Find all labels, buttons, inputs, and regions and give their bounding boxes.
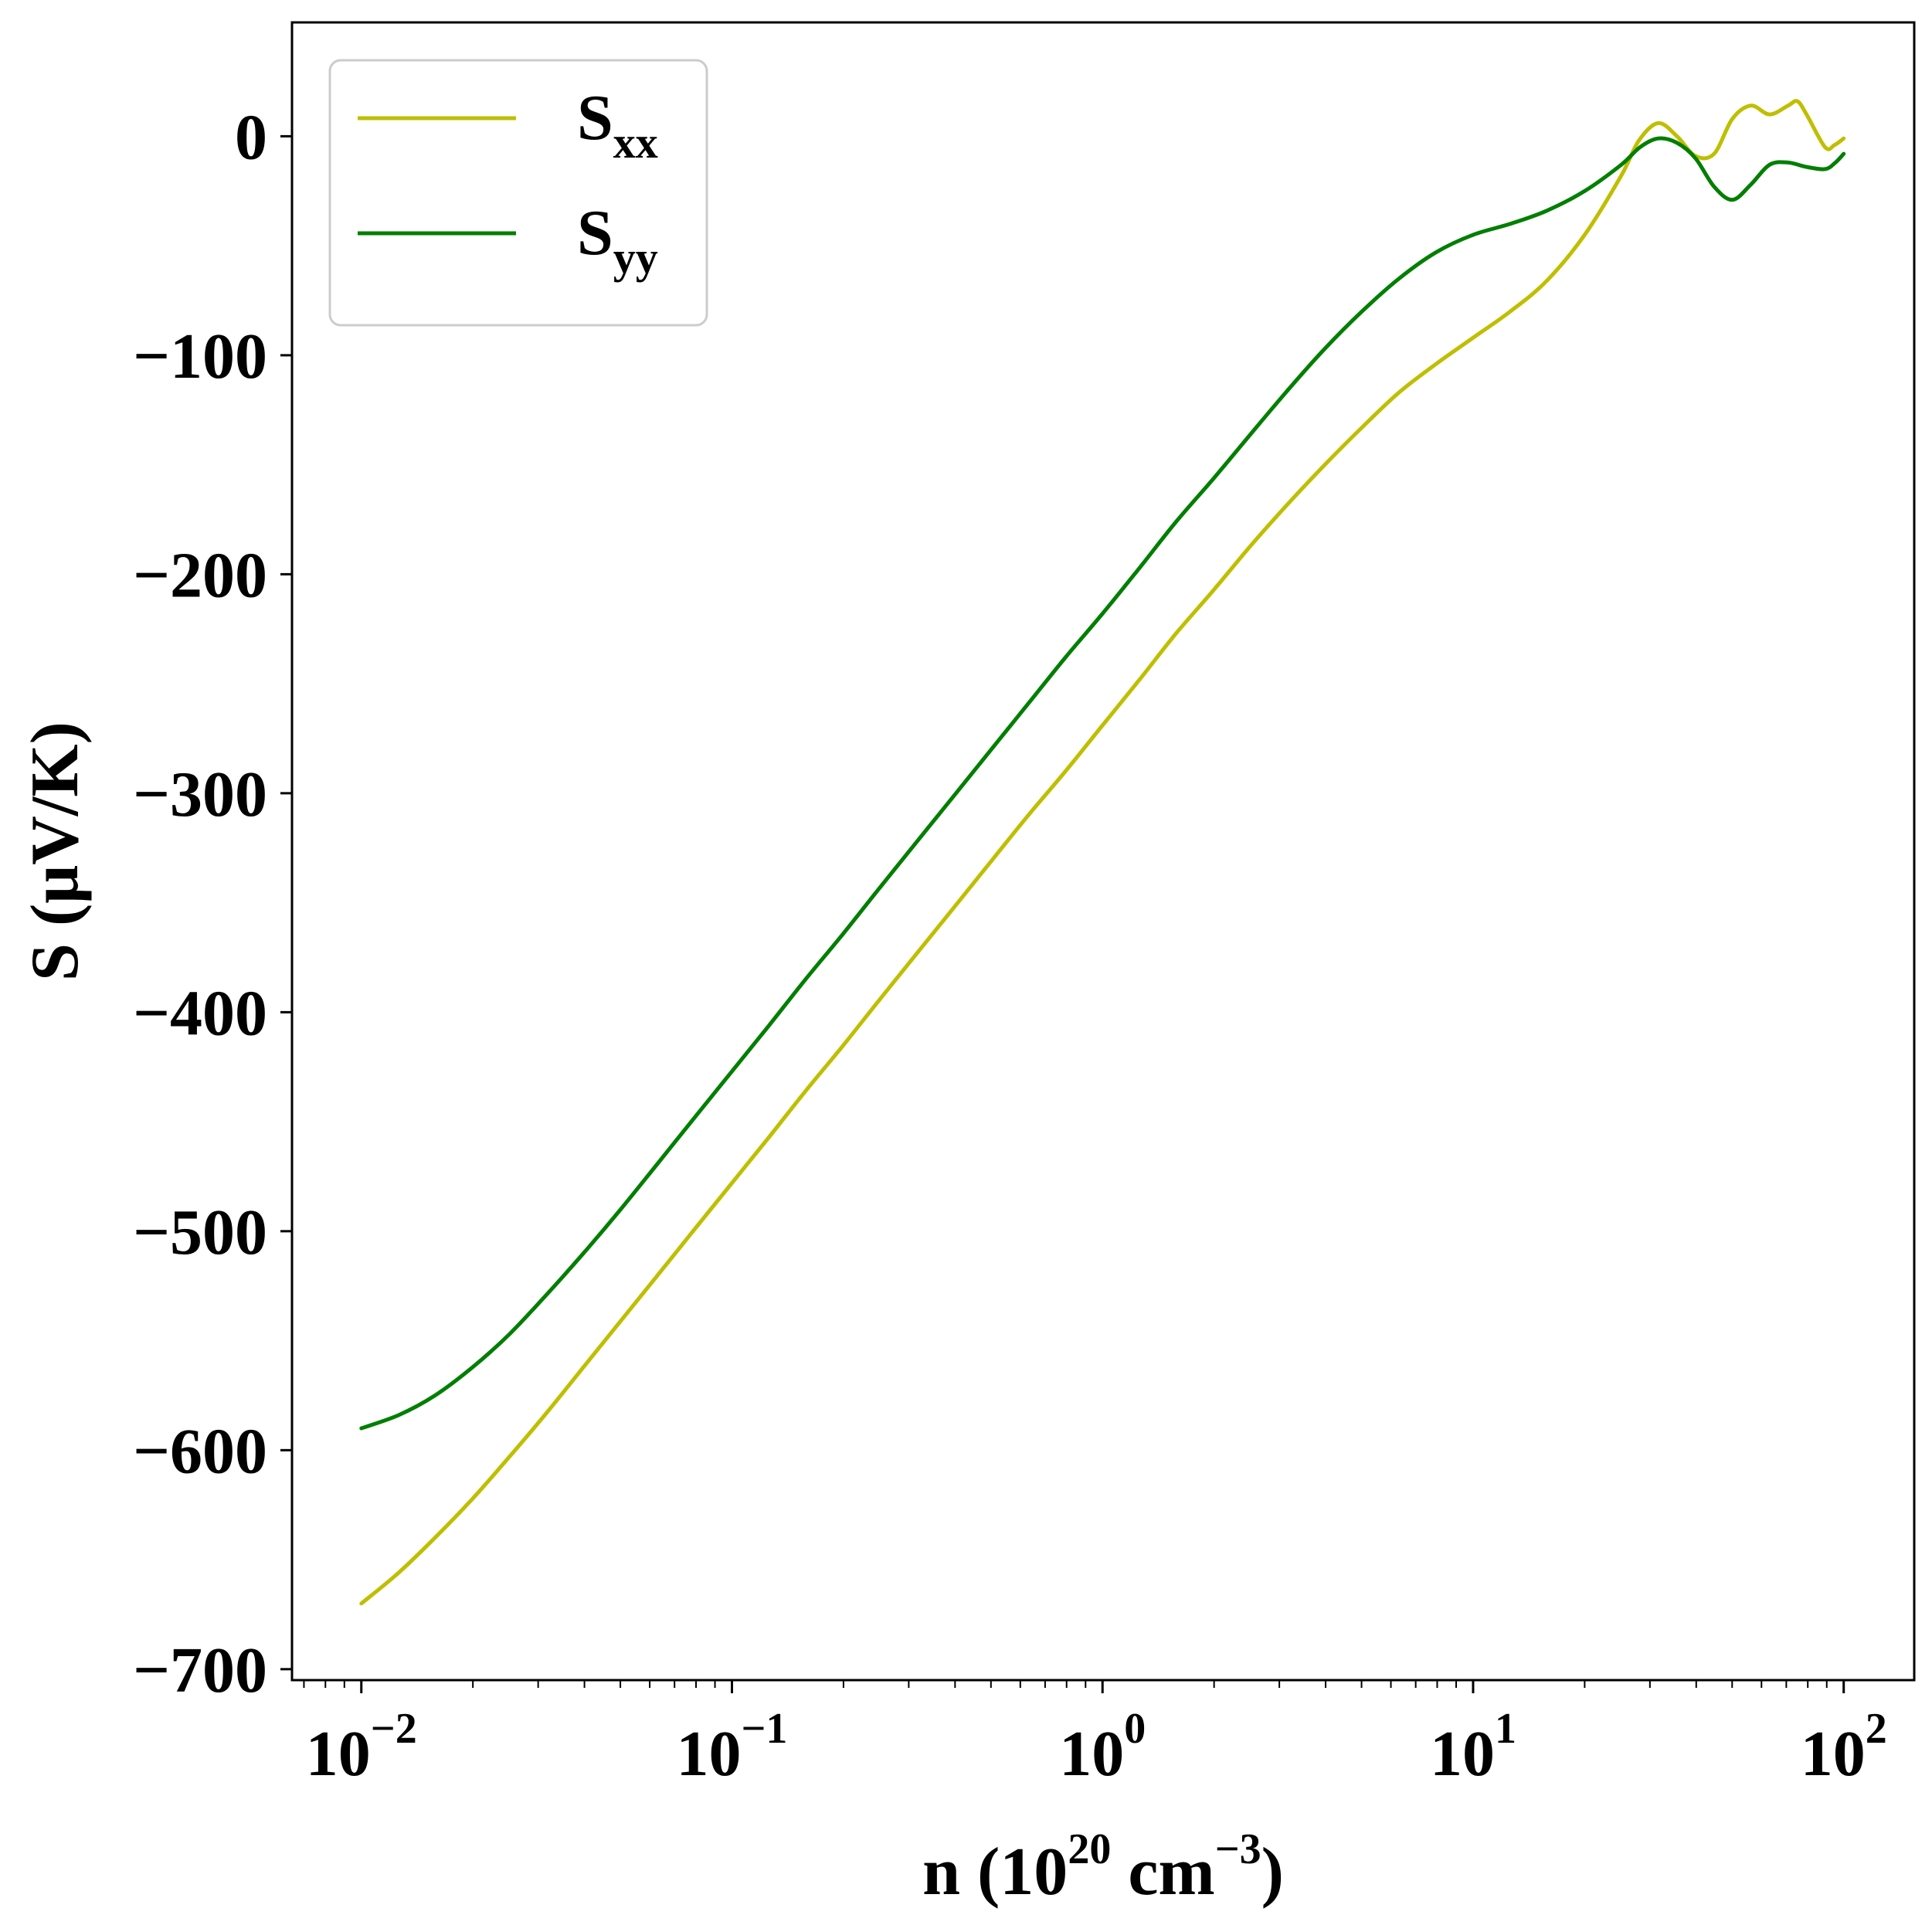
x-tick-label: 101 <box>1430 1705 1516 1790</box>
y-tick-label: −100 <box>133 321 267 392</box>
series-line-Syy <box>359 136 1846 1431</box>
y-axis-label: S (μV/K) <box>18 721 93 981</box>
x-tick-label: 100 <box>1059 1705 1146 1790</box>
legend-label-syy: Syy <box>577 197 658 283</box>
x-axis-label: n (1020 cm−3) <box>922 1825 1284 1910</box>
x-axis-ticks: 10−2 10−1 100 101 102 <box>303 1680 1887 1790</box>
y-tick-label: −300 <box>133 759 267 830</box>
plot-lines <box>359 99 1846 1606</box>
y-tick-label: 0 <box>235 101 267 173</box>
legend: Sxx Syy <box>328 59 708 327</box>
x-tick-label: 102 <box>1801 1705 1887 1790</box>
x-tick-label: 10−1 <box>677 1705 788 1790</box>
y-tick-label: −400 <box>133 977 267 1049</box>
legend-box <box>328 59 708 327</box>
y-tick-label: −500 <box>133 1197 267 1268</box>
y-tick-label: −700 <box>133 1635 267 1706</box>
y-tick-label: −600 <box>133 1415 267 1487</box>
y-tick-label: −200 <box>133 539 267 611</box>
series-line-Sxx <box>359 99 1846 1606</box>
x-tick-label: 10−2 <box>306 1705 417 1790</box>
y-axis-ticks: 0 −100 −200 −300 −400 −500 −600 −700 <box>133 101 292 1706</box>
legend-label-sxx: Sxx <box>577 82 658 168</box>
